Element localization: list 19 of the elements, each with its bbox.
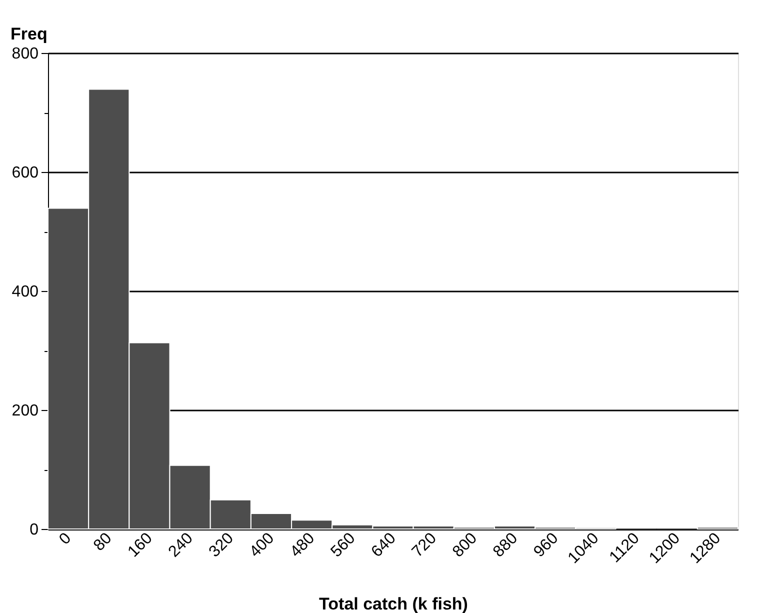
x-axis-title: Total catch (k fish) [319, 594, 468, 613]
y-tick-label: 600 [12, 164, 39, 182]
x-tick-label: 800 [450, 530, 481, 561]
x-tick-label: 560 [328, 530, 359, 561]
x-tick-label: 640 [368, 530, 400, 561]
x-tick-label: 880 [490, 530, 522, 561]
x-tick-label: 320 [206, 530, 238, 561]
x-tick-label: 960 [530, 530, 562, 561]
x-tick-label: 160 [124, 530, 156, 561]
x-tick-label: 720 [409, 530, 440, 561]
x-tick-label: 240 [166, 530, 196, 561]
y-axis-title: Freq [10, 24, 48, 44]
x-tick-label: 0 [56, 530, 75, 548]
x-tick-label: 400 [246, 530, 278, 561]
y-tick-label: 400 [12, 284, 39, 300]
x-tick-label: 80 [90, 530, 116, 554]
y-tick-label: 800 [12, 46, 39, 62]
y-tick-label: 200 [12, 402, 39, 420]
x-tick-label: 480 [287, 530, 318, 561]
